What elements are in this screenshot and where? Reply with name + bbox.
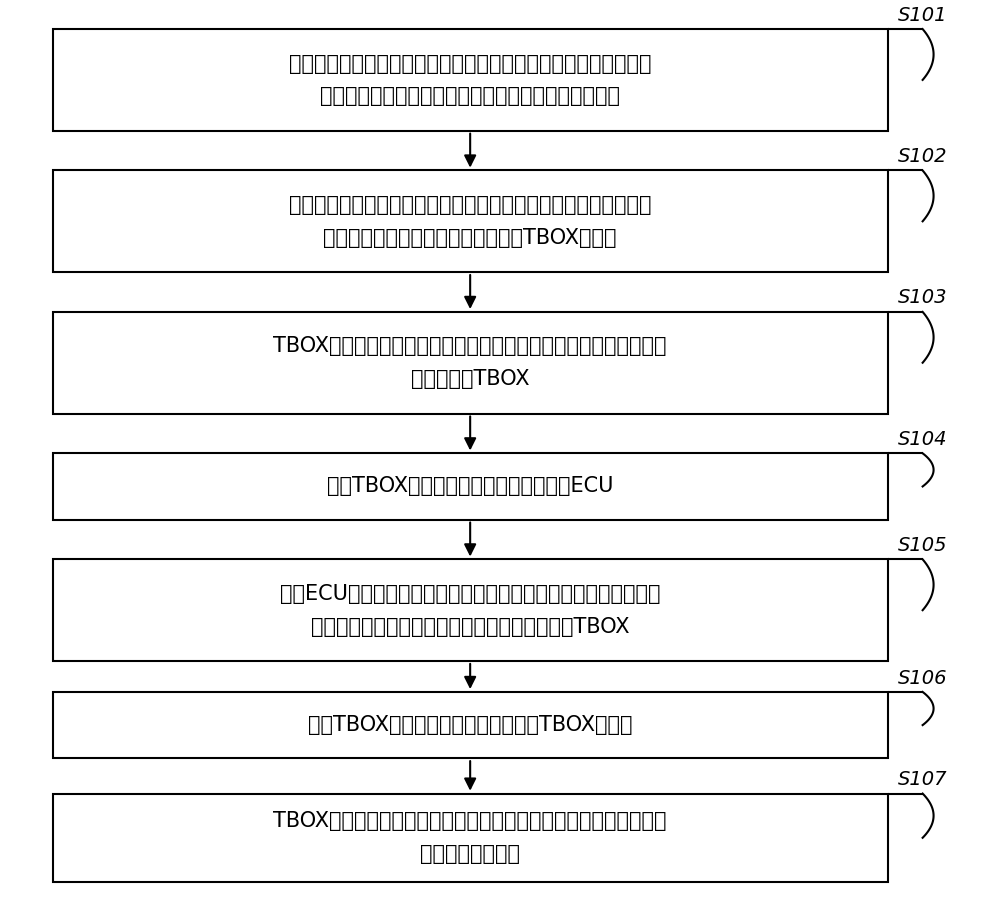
Text: S101: S101 <box>898 5 947 24</box>
Bar <box>53 171 888 272</box>
Text: 响应于标定设备运行至指定位置，设备服务器生成设备到位信号，
并将该设备到位信号和标定参数发给TBOX服务器: 响应于标定设备运行至指定位置，设备服务器生成设备到位信号， 并将该设备到位信号和… <box>289 195 651 248</box>
Text: 车辆TBOX将该标定诊断指令转发至目标ECU: 车辆TBOX将该标定诊断指令转发至目标ECU <box>327 477 613 497</box>
Text: S106: S106 <box>898 668 947 688</box>
Text: 车辆TBOX将所述标定结果指令转发至TBOX服务器: 车辆TBOX将所述标定结果指令转发至TBOX服务器 <box>308 715 632 735</box>
Text: 目标ECU根据所述标定诊断指令对传感器进行标定得到标定结果，
并根据所述标定结果生成标定结果指令返给车辆TBOX: 目标ECU根据所述标定诊断指令对传感器进行标定得到标定结果， 并根据所述标定结果… <box>280 584 660 637</box>
Text: S102: S102 <box>898 147 947 166</box>
Bar <box>53 794 888 882</box>
Text: S105: S105 <box>898 536 947 555</box>
Text: TBOX服务器根据所述设备到位信号和标定参数生成标定诊断指令并
发送给车辆TBOX: TBOX服务器根据所述设备到位信号和标定参数生成标定诊断指令并 发送给车辆TBO… <box>273 337 667 389</box>
Text: S107: S107 <box>898 770 947 789</box>
Bar <box>53 559 888 661</box>
Text: 当车辆需要标定时，设备服务器根据车辆的车型代号获取标定参数
，并控制与该标定参数对应的标定设备运行至指定位置: 当车辆需要标定时，设备服务器根据车辆的车型代号获取标定参数 ，并控制与该标定参数… <box>289 54 651 106</box>
Bar <box>53 692 888 758</box>
Bar <box>53 29 888 131</box>
Bar <box>53 453 888 520</box>
Bar <box>53 312 888 414</box>
Text: TBOX服务器对所述标定结果指令进行解析，并将解析结果发送到设
备服务器进行显示: TBOX服务器对所述标定结果指令进行解析，并将解析结果发送到设 备服务器进行显示 <box>273 812 667 864</box>
Text: S104: S104 <box>898 430 947 449</box>
Text: S103: S103 <box>898 288 947 307</box>
